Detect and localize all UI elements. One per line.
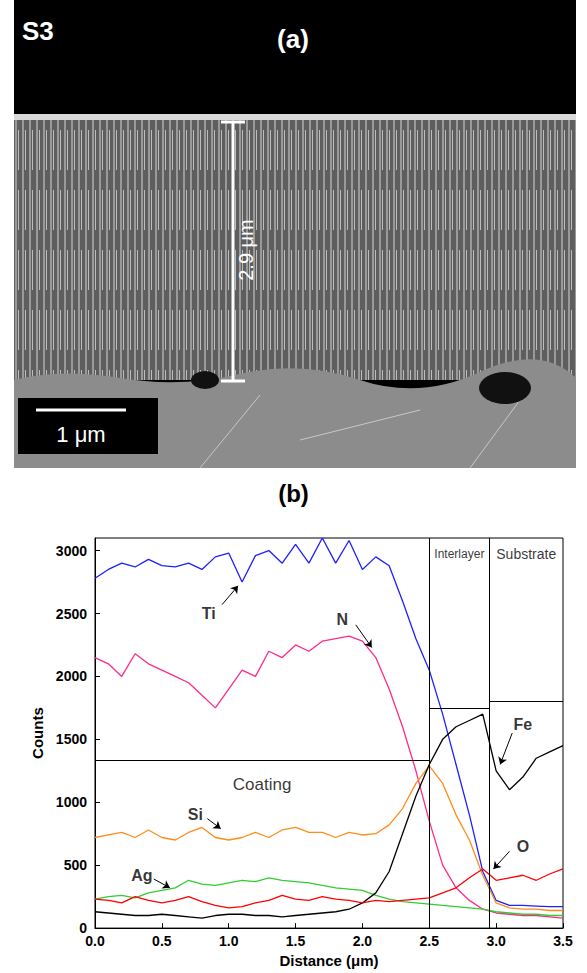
svg-text:2.9 μm: 2.9 μm [235, 219, 257, 281]
svg-text:3.5: 3.5 [553, 933, 573, 949]
svg-text:3000: 3000 [56, 543, 87, 559]
svg-text:Counts: Counts [29, 707, 46, 759]
svg-text:Ti: Ti [202, 605, 216, 622]
svg-text:1 μm: 1 μm [56, 422, 105, 447]
svg-text:2500: 2500 [56, 606, 87, 622]
svg-text:(a): (a) [277, 24, 309, 54]
svg-text:2000: 2000 [56, 668, 87, 684]
svg-text:Substrate: Substrate [496, 546, 556, 562]
svg-text:0.0: 0.0 [85, 933, 105, 949]
svg-text:(b): (b) [278, 480, 309, 507]
svg-text:S3: S3 [22, 16, 54, 46]
svg-text:2.5: 2.5 [420, 933, 440, 949]
svg-text:Interlayer: Interlayer [434, 547, 484, 561]
svg-text:1.0: 1.0 [219, 933, 239, 949]
svg-text:0: 0 [79, 920, 87, 937]
svg-text:0.5: 0.5 [152, 933, 172, 949]
svg-text:Ag: Ag [131, 867, 152, 884]
svg-text:1.5: 1.5 [286, 933, 306, 949]
svg-text:1500: 1500 [56, 731, 87, 747]
svg-text:3.0: 3.0 [486, 933, 506, 949]
svg-text:1000: 1000 [56, 794, 87, 810]
svg-text:Distance (μm): Distance (μm) [279, 952, 378, 969]
svg-text:O: O [517, 838, 529, 855]
svg-text:500: 500 [64, 857, 88, 873]
svg-text:Si: Si [188, 806, 203, 823]
svg-text:Fe: Fe [514, 716, 533, 733]
svg-text:Coating: Coating [233, 775, 292, 794]
svg-text:N: N [337, 611, 349, 628]
svg-text:2.0: 2.0 [353, 933, 373, 949]
